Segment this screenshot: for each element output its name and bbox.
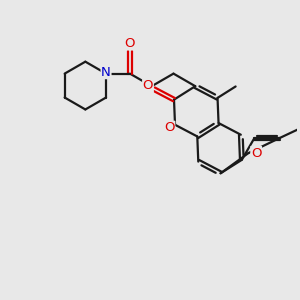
Text: O: O — [125, 37, 135, 50]
Text: N: N — [101, 66, 111, 79]
Text: O: O — [251, 146, 261, 160]
Text: O: O — [143, 80, 153, 92]
Text: O: O — [164, 121, 175, 134]
